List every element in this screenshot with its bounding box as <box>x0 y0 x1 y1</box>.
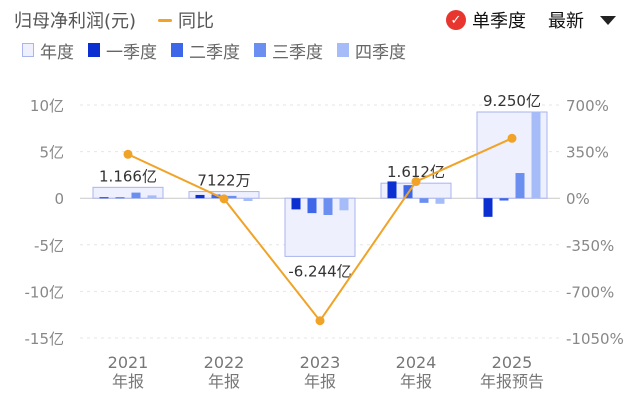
x-tick-label: 2025 <box>492 353 533 372</box>
quarter-bar <box>243 198 253 201</box>
annual-value-label: -6.244亿 <box>288 262 351 280</box>
sort-dropdown[interactable]: 最新 <box>548 11 584 32</box>
yoy-point <box>411 177 421 187</box>
chevron-down-icon[interactable] <box>600 15 616 25</box>
annual-value-label: 1.612亿 <box>387 163 445 181</box>
quarter-bar <box>211 194 221 199</box>
x-tick-label: 2024 <box>396 353 437 372</box>
quarter-bar <box>515 173 525 199</box>
legend-item-q4[interactable]: 四季度 <box>337 38 406 63</box>
quarter-bar <box>131 192 141 199</box>
quarter-bar <box>99 197 109 199</box>
x-tick-label: 2021 <box>108 353 149 372</box>
quarter-bar <box>435 198 445 204</box>
quarter-bar <box>147 195 157 199</box>
legend-swatch-q3 <box>254 43 266 57</box>
left-tick-label: 5亿 <box>39 144 64 162</box>
legend-item-q2[interactable]: 二季度 <box>171 38 240 63</box>
series-legend: 年度 一季度 二季度 三季度 四季度 <box>22 38 420 63</box>
quarter-bar <box>195 194 205 199</box>
quarter-bar <box>307 198 317 214</box>
yoy-point <box>123 149 133 159</box>
chart-controls: ✓ 单季度 最新 <box>446 6 616 34</box>
check-icon[interactable]: ✓ <box>446 10 466 30</box>
right-tick-label: 0% <box>566 190 590 208</box>
annual-bar <box>92 186 164 199</box>
left-tick-label: -5亿 <box>34 237 64 255</box>
quarter-bar <box>419 198 429 203</box>
left-tick-label: -15亿 <box>25 330 65 348</box>
annual-value-label: 7122万 <box>197 172 250 190</box>
right-tick-label: -350% <box>566 237 614 255</box>
left-tick-label: 0 <box>54 190 64 208</box>
legend-swatch-annual <box>22 43 34 57</box>
single-quarter-toggle[interactable]: 单季度 <box>472 11 526 32</box>
right-tick-label: -1050% <box>566 330 624 348</box>
quarter-bar <box>291 198 301 210</box>
chart-header: 归母净利润(元) 同比 <box>14 6 214 34</box>
right-tick-label: -700% <box>566 283 614 301</box>
annual-value-label: 1.166亿 <box>99 167 157 185</box>
legend-item-annual[interactable]: 年度 <box>22 38 74 63</box>
x-tick-sublabel: 年报预告 <box>480 372 544 391</box>
x-tick-sublabel: 年报 <box>208 372 240 391</box>
left-tick-label: 10亿 <box>30 97 64 115</box>
legend-label-q3: 三季度 <box>272 42 323 63</box>
quarter-bar <box>387 181 397 199</box>
quarter-bar <box>531 111 541 199</box>
chart-title: 归母净利润(元) <box>14 11 137 32</box>
quarter-bar <box>483 198 493 217</box>
legend-label-q4: 四季度 <box>355 42 406 63</box>
quarter-bar <box>339 198 349 211</box>
left-tick-label: -10亿 <box>25 283 65 301</box>
legend-swatch-q4 <box>337 43 349 57</box>
legend-item-q3[interactable]: 三季度 <box>254 38 323 63</box>
legend-label-q1: 一季度 <box>106 42 157 63</box>
yoy-legend-label[interactable]: 同比 <box>178 11 215 32</box>
legend-label-annual: 年度 <box>40 42 74 63</box>
x-tick-label: 2022 <box>204 353 245 372</box>
legend-item-q1[interactable]: 一季度 <box>88 38 157 63</box>
right-tick-label: 350% <box>566 144 609 162</box>
quarter-bar <box>115 197 125 199</box>
x-tick-sublabel: 年报 <box>400 372 432 391</box>
x-tick-sublabel: 年报 <box>304 372 336 391</box>
right-tick-label: 700% <box>566 97 609 115</box>
yoy-point <box>219 194 229 204</box>
yoy-point <box>315 316 325 326</box>
legend-label-q2: 二季度 <box>189 42 240 63</box>
quarter-bar <box>227 195 237 199</box>
annual-value-label: 9.250亿 <box>483 92 541 110</box>
quarter-bar <box>499 198 509 201</box>
legend-swatch-q2 <box>171 43 183 57</box>
legend-swatch-q1 <box>88 43 100 57</box>
yoy-point <box>507 133 517 143</box>
quarter-bar <box>323 198 333 215</box>
yoy-legend-line <box>158 18 173 22</box>
x-tick-label: 2023 <box>300 353 341 372</box>
x-tick-sublabel: 年报 <box>112 372 144 391</box>
